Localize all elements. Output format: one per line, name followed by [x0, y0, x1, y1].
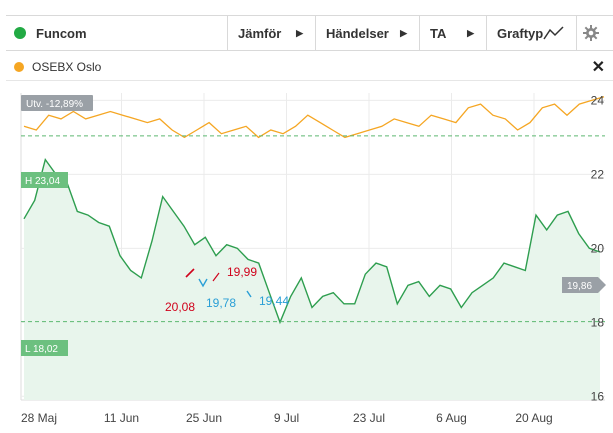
y-tick-label: 18	[591, 315, 605, 329]
triangle-right-icon: ▶	[467, 27, 474, 38]
annotation-20-08: 20,08	[165, 300, 195, 314]
y-tick-label: 16	[591, 389, 605, 403]
triangle-right-icon: ▶	[296, 27, 303, 38]
high-tag-text: H 23,04	[25, 176, 60, 187]
instrument-color-dot	[14, 27, 26, 39]
funcom-series-line	[23, 157, 601, 325]
sell-marker	[212, 272, 220, 282]
y-tick-label: 24	[591, 93, 605, 107]
x-tick-label: 20 Aug	[515, 411, 552, 425]
events-label: Händelser	[326, 25, 389, 41]
chart-toolbar: Funcom Jämför ▶ Händelser ▶ TA ▶ Graftyp	[6, 15, 613, 51]
comparison-label: OSEBX Oslo	[32, 60, 102, 74]
trade-markers	[185, 268, 252, 298]
instrument-selector[interactable]: Funcom	[6, 16, 227, 50]
change-tag: Utv. -12,89%	[21, 95, 93, 111]
annotation-19-99: 19,99	[227, 265, 257, 279]
y-axis: 16 18 20 22 24	[591, 93, 605, 403]
close-icon[interactable]: ✕	[591, 59, 605, 76]
chart-type-label: Graftyp	[497, 25, 544, 41]
buy-marker	[246, 290, 252, 298]
x-tick-label: 28 Maj	[21, 411, 57, 425]
triangle-right-icon: ▶	[400, 27, 407, 38]
high-tag: H 23,04	[21, 172, 68, 188]
x-tick-label: 6 Aug	[436, 411, 467, 425]
settings-button[interactable]	[576, 16, 605, 50]
funcom-area	[24, 159, 600, 400]
line-chart-icon	[543, 26, 564, 40]
annotation-19-44: 19,44	[259, 294, 289, 308]
annotation-19-78: 19,78	[206, 296, 236, 310]
x-tick-label: 25 Jun	[186, 411, 222, 425]
ta-label: TA	[430, 25, 447, 41]
y-tick-label: 22	[591, 167, 605, 181]
x-axis: 28 Maj 11 Jun 25 Jun 9 Jul 23 Jul 6 Aug 20 Aug	[21, 411, 553, 425]
compare-label: Jämför	[238, 25, 282, 41]
y-tick-label: 20	[591, 241, 605, 255]
chart-type-button[interactable]: Graftyp	[486, 16, 576, 50]
x-tick-label: 9 Jul	[274, 411, 299, 425]
compare-button[interactable]: Jämför ▶	[227, 16, 315, 50]
last-value-text: 19,86	[567, 281, 592, 292]
buy-marker	[198, 278, 208, 288]
low-tag-text: L 18,02	[25, 344, 58, 355]
osebx-series-line	[23, 96, 605, 139]
gear-icon	[583, 25, 599, 41]
ta-button[interactable]: TA ▶	[419, 16, 486, 50]
x-tick-label: 23 Jul	[353, 411, 385, 425]
low-tag: L 18,02	[21, 340, 68, 356]
comparison-legend: OSEBX Oslo ✕	[6, 54, 613, 81]
reference-lines	[21, 135, 605, 323]
last-value-tag: 19,86	[562, 277, 606, 293]
sell-marker	[185, 268, 195, 278]
change-tag-text: Utv. -12,89%	[26, 99, 83, 110]
events-button[interactable]: Händelser ▶	[315, 16, 419, 50]
comparison-color-dot	[14, 62, 24, 72]
instrument-name: Funcom	[36, 25, 87, 41]
x-tick-label: 11 Jun	[104, 411, 139, 425]
